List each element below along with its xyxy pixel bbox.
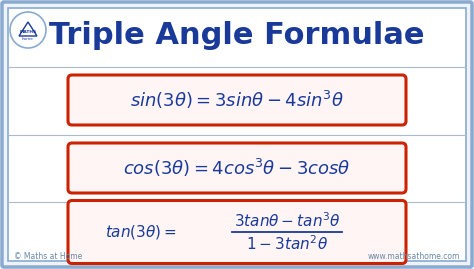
Text: home: home bbox=[22, 37, 34, 41]
FancyBboxPatch shape bbox=[2, 2, 472, 267]
Text: $1 - 3tan^{2}\theta$: $1 - 3tan^{2}\theta$ bbox=[246, 235, 328, 253]
Text: $cos(3\theta) = 4cos^{3}\theta - 3cos\theta$: $cos(3\theta) = 4cos^{3}\theta - 3cos\th… bbox=[123, 157, 351, 179]
Text: $tan(3\theta) =$: $tan(3\theta) =$ bbox=[105, 223, 177, 241]
FancyBboxPatch shape bbox=[68, 200, 406, 264]
FancyBboxPatch shape bbox=[68, 75, 406, 125]
Text: © Maths at Home: © Maths at Home bbox=[14, 252, 82, 261]
Circle shape bbox=[10, 12, 46, 48]
Text: $3tan\theta - tan^{3}\theta$: $3tan\theta - tan^{3}\theta$ bbox=[234, 212, 340, 230]
Text: Triple Angle Formulae: Triple Angle Formulae bbox=[49, 20, 425, 49]
Text: www.mathsathome.com: www.mathsathome.com bbox=[368, 252, 460, 261]
FancyBboxPatch shape bbox=[68, 143, 406, 193]
FancyBboxPatch shape bbox=[8, 8, 466, 261]
Text: MATHS: MATHS bbox=[19, 30, 36, 34]
Text: $sin(3\theta) = 3sin\theta - 4sin^{3}\theta$: $sin(3\theta) = 3sin\theta - 4sin^{3}\th… bbox=[130, 89, 344, 111]
